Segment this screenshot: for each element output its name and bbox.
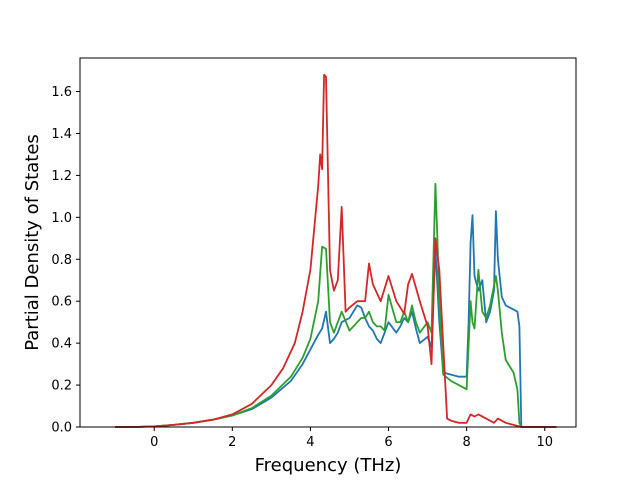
y-tick-label: 0.8 <box>51 253 72 268</box>
x-tick-label: 4 <box>306 435 314 450</box>
y-tick-label: 0.0 <box>51 421 72 436</box>
x-tick-label: 2 <box>228 435 236 450</box>
y-axis-label: Partial Density of States <box>22 134 43 351</box>
series-layer <box>115 73 557 428</box>
series-line-1 <box>115 210 557 428</box>
y-tick-label: 1.0 <box>51 211 72 226</box>
x-tick-label: 0 <box>150 435 158 450</box>
y-tick-label: 1.2 <box>51 169 72 184</box>
series-line-3 <box>115 73 557 428</box>
y-tick-label: 1.4 <box>51 127 72 142</box>
series-line-2 <box>115 182 545 428</box>
y-tick-label: 1.6 <box>51 85 72 100</box>
x-tick-label: 6 <box>384 435 392 450</box>
ticks-layer: 0 2 4 6 8 10 0.0 0.2 0.4 0.6 0.8 1.0 1.2 1.4 1.6 <box>51 85 553 450</box>
x-axis-label: Frequency (THz) <box>255 455 402 476</box>
x-tick-label: 10 <box>536 435 553 450</box>
y-tick-label: 0.6 <box>51 295 72 310</box>
x-tick-label: 8 <box>463 435 471 450</box>
y-tick-label: 0.4 <box>51 337 72 352</box>
plot-frame <box>79 57 577 428</box>
y-tick-label: 0.2 <box>51 379 72 394</box>
